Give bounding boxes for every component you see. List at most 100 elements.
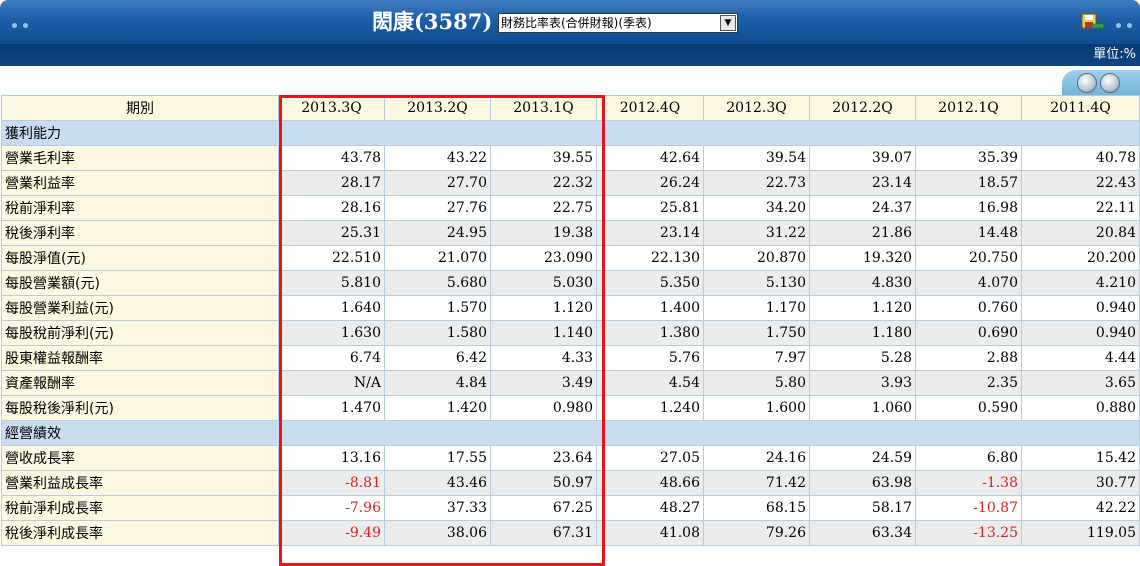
table-cell: 3.65 [1021, 370, 1140, 396]
print-icon[interactable] [1100, 73, 1120, 93]
row-label: 每股淨值(元) [1, 245, 279, 271]
table-cell: 22.75 [490, 195, 597, 221]
table-cell: 24.95 [384, 220, 491, 246]
table-cell: -7.96 [278, 495, 385, 521]
table-cell: 1.630 [278, 320, 385, 346]
section-row: 經營績效 [1, 420, 1140, 446]
table-cell: 5.810 [278, 270, 385, 296]
table-cell: -9.49 [278, 520, 385, 546]
save-icon[interactable] [1080, 12, 1104, 34]
table-cell: 26.24 [596, 170, 704, 196]
table-cell: 43.22 [384, 145, 491, 171]
table-cell: 1.750 [703, 320, 810, 346]
table-cell: 6.80 [915, 445, 1022, 471]
table-cell: 5.76 [596, 345, 704, 371]
table-cell: 0.690 [915, 320, 1022, 346]
column-header-2013.2Q: 2013.2Q [384, 95, 491, 121]
table-cell: 1.400 [596, 295, 704, 321]
table-row: 營業利益成長率 -8.81 43.46 50.97 48.66 71.42 63.98 -1.… [1, 470, 1140, 496]
table-cell: 0.590 [915, 395, 1022, 421]
column-header-2012.2Q: 2012.2Q [809, 95, 916, 121]
table-cell: 20.750 [915, 245, 1022, 271]
table-cell: 23.090 [490, 245, 597, 271]
table-cell: 67.31 [490, 520, 597, 546]
table-cell: 5.030 [490, 270, 597, 296]
row-label: 稅前淨利率 [1, 195, 279, 221]
table-cell: 1.120 [809, 295, 916, 321]
table-cell: -10.87 [915, 495, 1022, 521]
table-cell: 38.06 [384, 520, 491, 546]
table-cell: 24.37 [809, 195, 916, 221]
table-row: 股東權益報酬率 6.74 6.42 4.33 5.76 7.97 5.28 2.88 4.44 [1, 345, 1140, 371]
table-cell: 20.870 [703, 245, 810, 271]
table-cell: 2.88 [915, 345, 1022, 371]
row-label: 每股營業利益(元) [1, 295, 279, 321]
table-cell: 63.34 [809, 520, 916, 546]
table-cell: 27.76 [384, 195, 491, 221]
table-cell: 30.77 [1021, 470, 1140, 496]
row-label: 每股稅前淨利(元) [1, 320, 279, 346]
table-cell: 42.22 [1021, 495, 1140, 521]
table-row: 每股稅後淨利(元) 1.470 1.420 0.980 1.240 1.600 1.060 0… [1, 395, 1140, 421]
column-header-2012.4Q: 2012.4Q [596, 95, 704, 121]
table-cell: 5.130 [703, 270, 810, 296]
table-cell: 35.39 [915, 145, 1022, 171]
section-row: 獲利能力 [1, 120, 1140, 146]
table-cell: 1.570 [384, 295, 491, 321]
table-cell: 1.640 [278, 295, 385, 321]
table-cell: 119.05 [1021, 520, 1140, 546]
window-dots [12, 16, 34, 32]
table-cell: 4.44 [1021, 345, 1140, 371]
table-cell: 5.80 [703, 370, 810, 396]
table-row: 每股營業利益(元) 1.640 1.570 1.120 1.400 1.170 1.120 0… [1, 295, 1140, 321]
report-type-select[interactable]: 財務比率表(合併財報)(季表) ▼ [498, 13, 738, 33]
table-cell: 41.08 [596, 520, 704, 546]
lock-icon[interactable] [1077, 73, 1097, 93]
table-row: 稅前淨利成長率 -7.96 37.33 67.25 48.27 68.15 58.17 -10… [1, 495, 1140, 521]
table-cell: 1.580 [384, 320, 491, 346]
table-cell: 3.93 [809, 370, 916, 396]
column-header-period: 期別 [1, 95, 279, 121]
column-header-2012.3Q: 2012.3Q [703, 95, 810, 121]
table-cell: 34.20 [703, 195, 810, 221]
table-cell: 16.98 [915, 195, 1022, 221]
column-header-2013.3Q: 2013.3Q [278, 95, 385, 121]
table-cell: 22.130 [596, 245, 704, 271]
table-cell: 6.42 [384, 345, 491, 371]
section-title: 經營績效 [1, 420, 1140, 446]
table-cell: 71.42 [703, 470, 810, 496]
table-cell: 24.16 [703, 445, 810, 471]
window-dots-right [1110, 16, 1132, 32]
table-row: 每股營業額(元) 5.810 5.680 5.030 5.350 5.130 4.830 4.… [1, 270, 1140, 296]
column-header-2012.1Q: 2012.1Q [915, 95, 1022, 121]
table-cell: 4.070 [915, 270, 1022, 296]
table-row: 每股淨值(元) 22.510 21.070 23.090 22.130 20.870 19.… [1, 245, 1140, 271]
row-label: 營業毛利率 [1, 145, 279, 171]
table-cell: 22.11 [1021, 195, 1140, 221]
table-row: 稅後淨利成長率 -9.49 38.06 67.31 41.08 79.26 63.34 -13… [1, 520, 1140, 546]
table-cell: 5.680 [384, 270, 491, 296]
table-cell: 28.17 [278, 170, 385, 196]
table-cell: 18.57 [915, 170, 1022, 196]
table-cell: 25.81 [596, 195, 704, 221]
table-cell: 23.64 [490, 445, 597, 471]
table-row: 營收成長率 13.16 17.55 23.64 27.05 24.16 24.59 6.80 1… [1, 445, 1140, 471]
table-cell: -13.25 [915, 520, 1022, 546]
sub-header-bar: 單位:% [0, 44, 1140, 66]
table-cell: 20.200 [1021, 245, 1140, 271]
table-cell: 20.84 [1021, 220, 1140, 246]
table-cell: 1.380 [596, 320, 704, 346]
report-type-value: 財務比率表(合併財報)(季表) [501, 16, 652, 30]
table-cell: 13.16 [278, 445, 385, 471]
table-cell: 4.33 [490, 345, 597, 371]
table-cell: 48.27 [596, 495, 704, 521]
table-cell: 39.55 [490, 145, 597, 171]
table-row: 資產報酬率 N/A 4.84 3.49 4.54 5.80 3.93 2.35 3.65 [1, 370, 1140, 396]
table-cell: 0.980 [490, 395, 597, 421]
table-cell: 22.73 [703, 170, 810, 196]
table-cell: 31.22 [703, 220, 810, 246]
row-label: 營收成長率 [1, 445, 279, 471]
row-label: 每股營業額(元) [1, 270, 279, 296]
chevron-down-icon[interactable]: ▼ [720, 15, 736, 31]
table-cell: 0.940 [1021, 295, 1140, 321]
